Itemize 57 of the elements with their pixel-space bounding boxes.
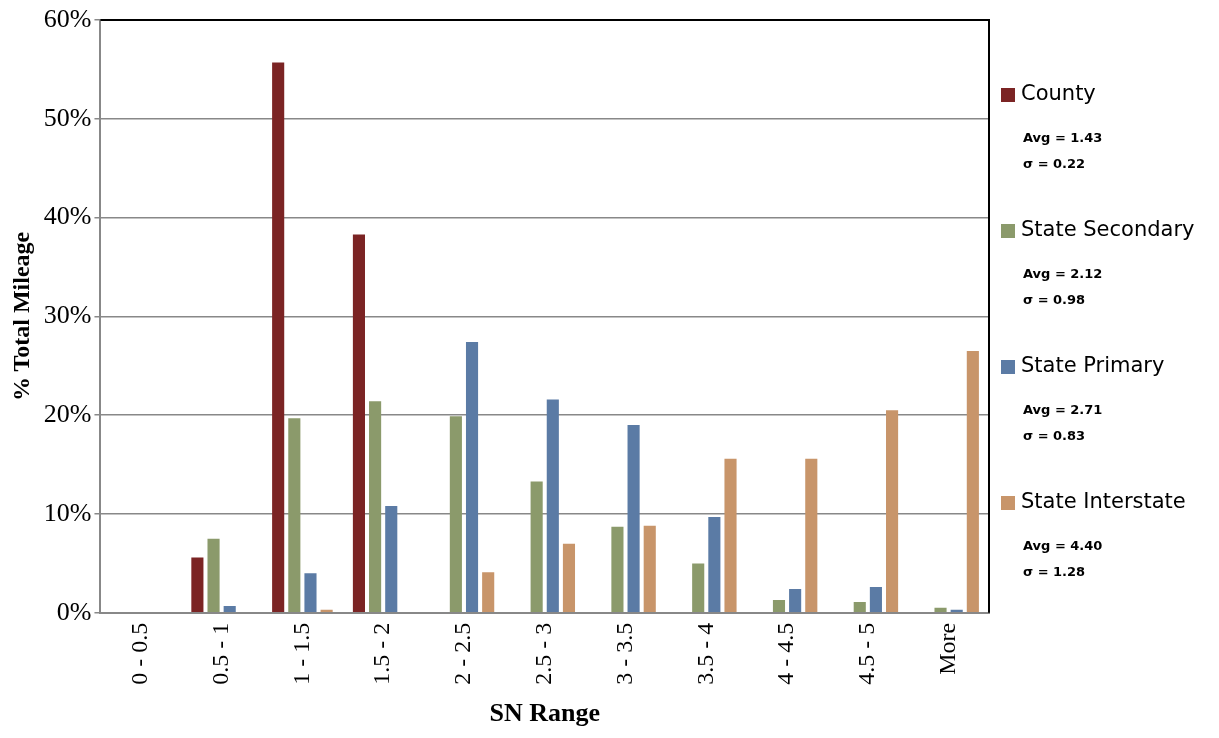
x-tick-label: 3 - 3.5 (610, 622, 637, 685)
bar (853, 601, 866, 613)
x-tick-label: More (933, 622, 960, 675)
text: Avg = 1.43 σ = 0.22 (1023, 130, 1103, 172)
bar (223, 605, 236, 613)
bar (530, 481, 543, 613)
legend-label: County (1021, 81, 1096, 106)
bar (482, 572, 495, 613)
y-tick-label: 30% (43, 300, 92, 330)
x-axis-title: SN Range (489, 698, 600, 728)
bar (724, 458, 737, 613)
x-tick-label: 3.5 - 4 (691, 622, 718, 685)
x-tick-label: 4 - 4.5 (772, 622, 799, 685)
bar (562, 543, 576, 613)
y-axis-title: % Total Mileage (7, 231, 34, 402)
bar (966, 350, 979, 613)
bar (805, 458, 818, 613)
text: Avg = 2.71 σ = 0.83 (1023, 402, 1103, 444)
text: Avg = 2.12 σ = 0.98 (1023, 266, 1103, 308)
x-tick-label: 1.5 - 2 (368, 622, 395, 685)
bar (772, 599, 786, 613)
x-tick-label: 1 - 1.5 (287, 622, 314, 685)
bar (352, 234, 365, 613)
x-tick-label: 2.5 - 3 (530, 622, 557, 685)
bar (546, 399, 559, 613)
bar (369, 401, 382, 613)
legend-label: State Secondary (1021, 217, 1195, 242)
bar (465, 342, 479, 613)
bar (934, 607, 947, 613)
bar (611, 526, 624, 613)
x-tick-label: 4.5 - 5 (853, 622, 880, 685)
bar (886, 410, 899, 613)
x-tick-label: 0.5 - 1 (206, 622, 233, 685)
x-tick-label: 0 - 0.5 (126, 622, 153, 685)
y-tick-label: 0% (56, 596, 92, 626)
bar (207, 538, 220, 613)
bar (272, 62, 285, 613)
y-tick-label: 60% (43, 3, 92, 33)
legend-label: State Interstate (1021, 489, 1186, 514)
y-tick-label: 20% (43, 399, 92, 429)
bar (288, 418, 301, 613)
text: Avg = 4.40 σ = 1.28 (1023, 538, 1103, 580)
bar (385, 506, 398, 613)
y-tick-label: 50% (43, 102, 92, 132)
bar (449, 416, 462, 613)
bar (692, 563, 705, 613)
bar (869, 587, 882, 613)
bar (627, 425, 640, 613)
bar (708, 516, 721, 613)
bar (789, 589, 802, 613)
bar (304, 573, 317, 613)
y-tick-label: 40% (43, 201, 92, 231)
legend-label: State Primary (1021, 353, 1165, 378)
bar (643, 525, 656, 613)
bar (191, 557, 204, 613)
x-tick-label: 2 - 2.5 (449, 622, 476, 685)
y-tick-label: 10% (43, 497, 92, 527)
